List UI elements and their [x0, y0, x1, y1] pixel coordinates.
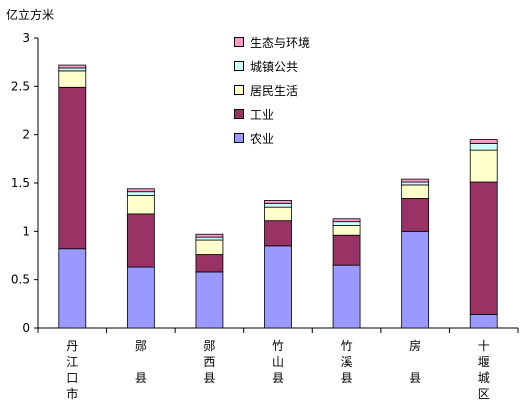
x-tick-label: 西: [203, 355, 215, 369]
bar-segment: [401, 198, 430, 232]
x-tick-label: 县: [409, 371, 421, 385]
bars: [58, 64, 498, 329]
bar-segment: [264, 245, 292, 329]
x-tick-label: 山: [272, 355, 284, 369]
bar-segment: [401, 184, 430, 199]
legend-item-industry: 工业: [234, 102, 354, 126]
x-tick-label: 溪: [341, 355, 353, 369]
bar-segment: [58, 248, 87, 329]
y-tick-label: 1.5: [11, 176, 30, 190]
legend-swatch-urban-public: [234, 61, 244, 71]
bar-segment: [126, 188, 155, 193]
legend-label-residential: 居民生活: [250, 83, 299, 98]
x-tick-label: 竹: [341, 339, 353, 353]
x-tick-label: 市: [66, 386, 78, 401]
bar-segment: [332, 218, 361, 223]
y-tick-label: 0: [22, 321, 30, 335]
x-tick-label: 区: [478, 387, 490, 401]
bar-segment: [401, 181, 430, 186]
bar-segment: [332, 234, 361, 266]
x-tick-label: 江: [66, 355, 78, 369]
bar-segment: [332, 225, 361, 236]
legend-label-ecology: 生态与环境: [250, 35, 311, 50]
legend-swatch-agriculture: [234, 133, 244, 143]
bar-segment: [195, 239, 224, 255]
bar-segment: [264, 206, 292, 222]
legend-item-agriculture: 农业: [234, 126, 354, 150]
x-tick-label: 十: [478, 339, 490, 353]
x-tick-label: 堰: [478, 355, 490, 369]
y-tick-label: 2.5: [11, 79, 30, 93]
x-tick-label: 郧: [135, 339, 147, 353]
bar-segment: [126, 195, 155, 215]
legend-label-urban-public: 城镇公共: [250, 59, 299, 74]
legend-item-ecology: 生态与环境: [234, 30, 354, 54]
x-tick-label: 城: [478, 371, 490, 385]
bar-segment: [195, 271, 224, 329]
bar-segment: [58, 70, 87, 88]
bar-segment: [195, 236, 224, 241]
bar-segment: [332, 221, 361, 226]
legend-item-urban-public: 城镇公共: [234, 54, 354, 78]
bar-segment: [264, 220, 292, 247]
bar-segment: [126, 191, 155, 196]
bar-segment: [264, 202, 292, 208]
bar-segment: [58, 86, 87, 250]
x-tick-label: 县: [272, 371, 284, 385]
legend-swatch-industry: [234, 109, 244, 119]
bar-segment: [195, 233, 224, 238]
x-tick-label: 竹: [272, 339, 284, 353]
bar-segment: [58, 67, 87, 72]
bar-segment: [469, 149, 498, 183]
x-tick-label: 丹: [66, 339, 78, 353]
x-tick-label: 县: [341, 371, 353, 385]
bar-segment: [195, 254, 224, 273]
bar-segment: [401, 178, 430, 183]
bar-segment: [469, 139, 498, 144]
y-tick-label: 2: [22, 128, 30, 142]
bar-segment: [469, 142, 498, 151]
x-tick-label: 县: [203, 371, 215, 385]
bar-segment: [469, 181, 498, 315]
y-axis-label: 亿立方米: [6, 8, 55, 22]
x-tick-label: 县: [135, 371, 147, 385]
legend-item-residential: 居民生活: [234, 78, 354, 102]
bar-segment: [401, 230, 430, 329]
x-tick-label: 郧: [203, 339, 215, 353]
bar-segment: [126, 266, 155, 329]
x-tick-label: 口: [66, 371, 78, 385]
legend-label-industry: 工业: [250, 107, 275, 122]
y-tick-label: 0.5: [11, 273, 30, 287]
y-tick-label: 1: [22, 224, 30, 238]
bar-segment: [469, 314, 498, 329]
x-tick-label: 房: [409, 338, 421, 353]
legend: 生态与环境 城镇公共 居民生活 工业 农业: [234, 30, 354, 150]
bar-segment: [264, 199, 292, 204]
bar-segment: [126, 213, 155, 268]
y-tick-label: 3: [22, 31, 30, 45]
legend-label-agriculture: 农业: [250, 131, 275, 146]
legend-swatch-residential: [234, 85, 244, 95]
bar-segment: [332, 264, 361, 329]
y-ticks: 0 0.5 1 1.5 2 2.5 3: [11, 31, 38, 335]
legend-swatch-ecology: [234, 37, 244, 47]
bar-segment: [58, 64, 87, 69]
